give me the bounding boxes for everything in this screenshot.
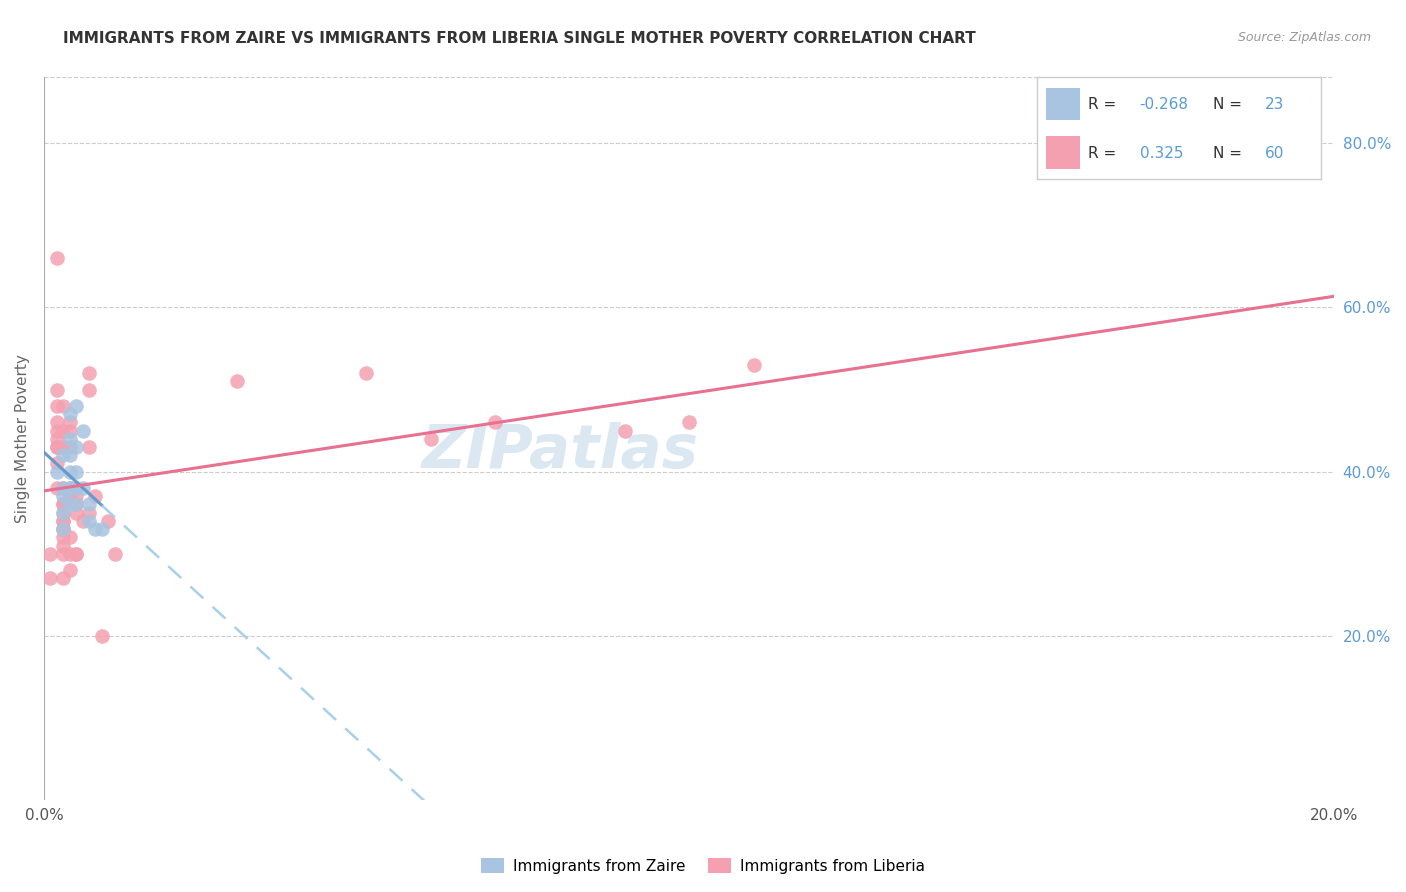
Point [52, 539, 75, 553]
Point [59, 481, 82, 495]
Point [65, 547, 87, 561]
Text: N =: N = [1213, 97, 1247, 112]
Point [52, 571, 75, 585]
Point [77, 506, 100, 520]
Point [613, 424, 636, 438]
Point [77, 383, 100, 397]
Point [52, 506, 75, 520]
Point [45, 251, 67, 265]
Point [59, 440, 82, 454]
Point [45, 416, 67, 430]
Point [52, 506, 75, 520]
Point [65, 506, 87, 520]
Point [59, 407, 82, 421]
Point [59, 481, 82, 495]
Point [59, 481, 82, 495]
Point [59, 416, 82, 430]
Point [39, 547, 62, 561]
Point [52, 481, 75, 495]
Point [72, 514, 94, 528]
Point [52, 522, 75, 536]
Point [59, 489, 82, 503]
Point [52, 498, 75, 512]
Point [59, 424, 82, 438]
Point [45, 440, 67, 454]
Point [52, 481, 75, 495]
Point [59, 563, 82, 577]
Point [65, 489, 87, 503]
Point [97, 514, 120, 528]
Point [52, 448, 75, 462]
Point [59, 530, 82, 544]
Point [52, 514, 75, 528]
Point [77, 514, 100, 528]
Legend: Immigrants from Zaire, Immigrants from Liberia: Immigrants from Zaire, Immigrants from L… [475, 852, 931, 880]
Point [77, 440, 100, 454]
Text: N =: N = [1213, 145, 1247, 161]
Point [52, 522, 75, 536]
Text: 60: 60 [1264, 145, 1284, 161]
Text: Source: ZipAtlas.com: Source: ZipAtlas.com [1237, 31, 1371, 45]
Point [65, 440, 87, 454]
Point [52, 489, 75, 503]
Point [45, 481, 67, 495]
Point [59, 432, 82, 446]
Bar [1046, 87, 1080, 120]
Text: ZIPatlas: ZIPatlas [422, 422, 699, 481]
Text: 0.325: 0.325 [1140, 145, 1182, 161]
Point [226, 374, 249, 388]
Point [45, 399, 67, 413]
Point [678, 416, 700, 430]
Point [59, 547, 82, 561]
Point [65, 498, 87, 512]
Point [45, 432, 67, 446]
Point [45, 424, 67, 438]
Point [52, 424, 75, 438]
Point [84, 489, 107, 503]
Point [52, 399, 75, 413]
Point [65, 498, 87, 512]
Point [45, 440, 67, 454]
Point [52, 530, 75, 544]
Point [72, 424, 94, 438]
Point [52, 440, 75, 454]
Point [45, 383, 67, 397]
Point [52, 522, 75, 536]
Point [65, 481, 87, 495]
Point [59, 448, 82, 462]
Point [52, 514, 75, 528]
Text: -0.268: -0.268 [1140, 97, 1188, 112]
Point [742, 358, 765, 372]
Point [59, 489, 82, 503]
Point [59, 498, 82, 512]
Point [65, 465, 87, 479]
Point [91, 629, 114, 643]
Point [77, 498, 100, 512]
Text: R =: R = [1088, 145, 1122, 161]
Point [39, 571, 62, 585]
Point [420, 432, 443, 446]
Text: IMMIGRANTS FROM ZAIRE VS IMMIGRANTS FROM LIBERIA SINGLE MOTHER POVERTY CORRELATI: IMMIGRANTS FROM ZAIRE VS IMMIGRANTS FROM… [63, 31, 976, 46]
Point [45, 465, 67, 479]
Bar [1046, 136, 1080, 169]
Point [484, 416, 506, 430]
Point [65, 547, 87, 561]
Point [91, 522, 114, 536]
Point [59, 465, 82, 479]
Point [72, 481, 94, 495]
Point [104, 547, 127, 561]
Point [356, 366, 378, 380]
Point [65, 399, 87, 413]
Y-axis label: Single Mother Poverty: Single Mother Poverty [15, 354, 30, 524]
Text: 23: 23 [1264, 97, 1284, 112]
Point [52, 498, 75, 512]
Point [84, 522, 107, 536]
Point [59, 489, 82, 503]
Point [52, 547, 75, 561]
Point [45, 457, 67, 471]
Point [65, 481, 87, 495]
Text: R =: R = [1088, 97, 1122, 112]
Point [77, 366, 100, 380]
